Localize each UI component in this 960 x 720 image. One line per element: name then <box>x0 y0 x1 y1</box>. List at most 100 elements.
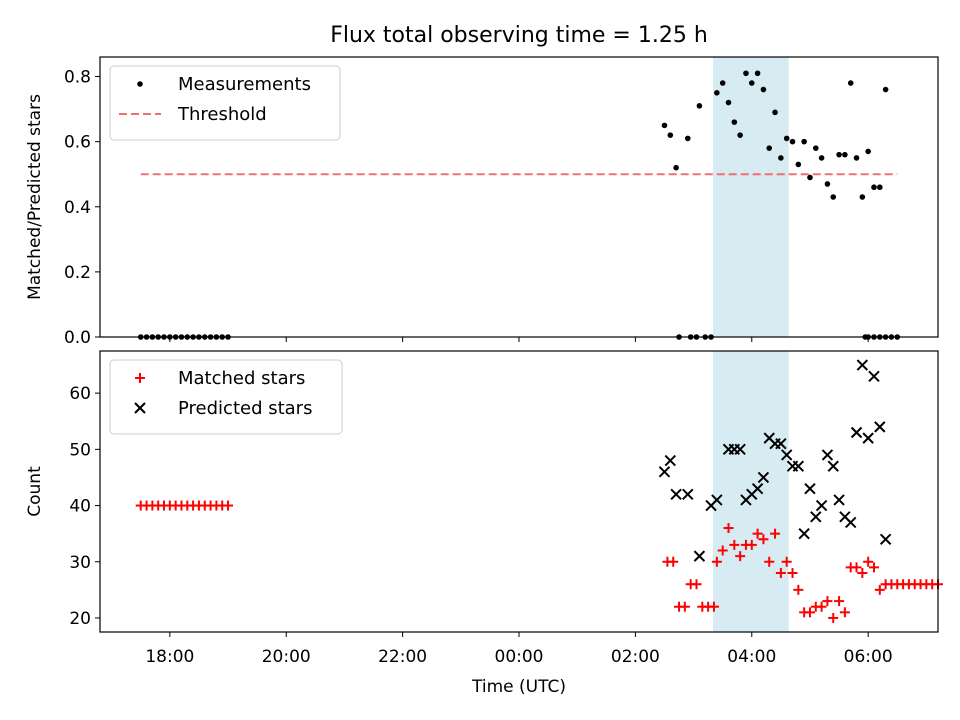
data-point <box>696 103 703 109</box>
data-point-plus <box>752 528 763 539</box>
legend-marker <box>137 81 143 87</box>
y-tick-label: 0.0 <box>64 328 91 348</box>
data-point <box>667 132 674 138</box>
data-point-x <box>810 511 822 523</box>
data-point-plus <box>729 539 740 550</box>
y-axis-label: Count <box>25 466 45 517</box>
data-point <box>853 155 860 161</box>
data-point-plus <box>793 584 804 595</box>
data-point-x <box>780 449 793 461</box>
data-point <box>789 138 796 145</box>
y-tick-label: 0.8 <box>64 68 91 88</box>
data-point <box>783 135 790 142</box>
legend-marker <box>134 402 146 414</box>
data-point-plus <box>851 562 862 573</box>
legend-label: Predicted stars <box>178 398 312 419</box>
data-point-plus <box>816 601 827 612</box>
data-point-plus <box>822 596 833 607</box>
data-point-plus <box>834 596 845 607</box>
data-point-x <box>775 438 787 450</box>
data-point <box>865 148 871 155</box>
legend <box>109 359 343 435</box>
bottom-panel: 20 30 40 50 60 18:00 20:00 22:00 00:00 02:00 04:00… <box>25 350 943 697</box>
data-point <box>725 99 732 106</box>
data-point <box>795 161 802 168</box>
data-point-plus <box>804 607 815 618</box>
data-point <box>760 86 767 93</box>
data-point-plus <box>717 545 728 556</box>
data-point-plus <box>781 556 792 567</box>
data-point-plus <box>868 562 879 573</box>
y-tick-label: 40 <box>69 497 91 517</box>
data-point-plus <box>787 567 798 578</box>
data-point-x <box>664 454 677 467</box>
y-tick-label: 0.2 <box>64 263 91 283</box>
legend <box>109 65 341 141</box>
x-tick-label: 04:00 <box>727 647 776 667</box>
data-point <box>661 122 668 129</box>
data-point-x <box>845 516 857 529</box>
data-point <box>882 86 889 93</box>
y-tick-label: 0.6 <box>64 133 91 153</box>
data-point-x <box>821 449 834 461</box>
data-point <box>824 181 831 187</box>
y-tick-label: 0.4 <box>64 198 91 218</box>
data-point-plus <box>691 579 702 590</box>
data-point-x <box>868 370 880 382</box>
data-point <box>877 184 883 191</box>
data-point-x <box>792 460 805 472</box>
x-tick-label: 18:00 <box>145 647 194 667</box>
data-point <box>812 145 819 151</box>
data-point-plus <box>839 607 850 618</box>
data-point-plus <box>764 556 775 567</box>
data-point <box>754 70 761 77</box>
legend-label: Measurements <box>178 74 311 95</box>
data-point <box>714 90 720 96</box>
data-point-x <box>693 550 706 562</box>
data-point-plus <box>770 528 781 539</box>
data-point-x <box>751 482 764 495</box>
data-point-x <box>850 426 863 439</box>
data-point-plus <box>828 612 839 623</box>
legend-marker <box>135 373 145 383</box>
data-point <box>719 80 726 86</box>
data-point-plus <box>708 601 719 612</box>
data-point <box>818 155 825 161</box>
y-axis-label: Matched/Predicted stars <box>25 94 45 300</box>
y-tick-label: 60 <box>69 384 91 404</box>
data-point-plus <box>735 551 746 562</box>
y-tick-label: 50 <box>69 440 91 460</box>
data-point-x <box>874 421 886 433</box>
data-point-x <box>734 443 746 456</box>
y-tick-label: 20 <box>69 609 91 629</box>
y-tick-label: 30 <box>69 553 91 573</box>
data-point <box>847 80 854 86</box>
data-point-x <box>833 494 845 506</box>
legend-label: Threshold <box>177 104 267 125</box>
data-point <box>871 184 877 191</box>
data-point-plus <box>758 534 769 545</box>
data-point-x <box>862 432 874 444</box>
top-panel: 0.0 0.2 0.4 0.6 0.8 Matched/Predicted stars Me… <box>25 56 939 348</box>
data-point <box>830 194 837 200</box>
data-point-x <box>815 499 828 512</box>
data-point <box>743 70 749 77</box>
data-point-plus <box>863 556 874 567</box>
data-point <box>772 109 778 116</box>
data-point-x <box>856 359 869 371</box>
data-point-plus <box>723 523 734 534</box>
x-tick-label: 22:00 <box>378 647 427 667</box>
data-point-plus <box>668 556 679 567</box>
data-point-x <box>879 533 892 545</box>
data-point-x <box>798 527 810 540</box>
data-point <box>737 132 743 138</box>
data-point <box>766 145 773 151</box>
x-axis-label: Time (UTC) <box>471 677 566 697</box>
data-point-x <box>804 482 816 495</box>
data-point <box>748 80 755 86</box>
data-point <box>684 135 691 142</box>
data-point-plus <box>874 584 885 595</box>
data-point <box>731 119 738 125</box>
highlight-span <box>712 57 789 337</box>
